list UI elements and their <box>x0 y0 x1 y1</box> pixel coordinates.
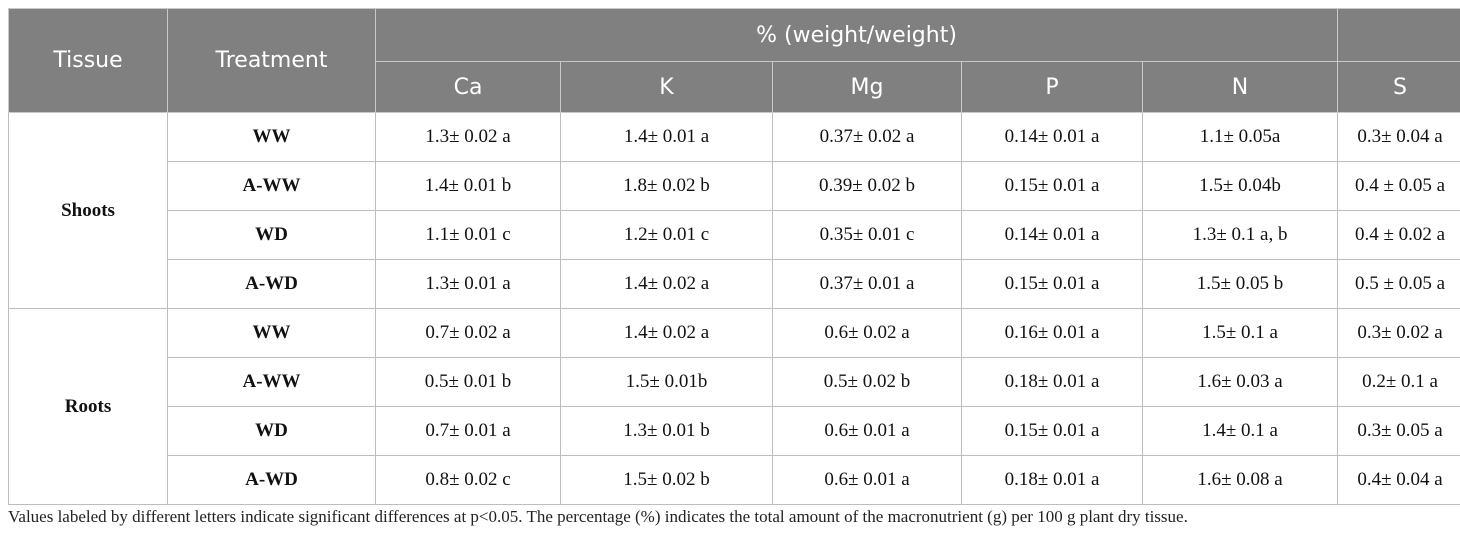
value-cell: 1.3± 0.01 a <box>375 259 561 309</box>
nutrient-header-n: N <box>1141 61 1339 113</box>
table-row: WD 0.7± 0.01 a 1.3± 0.01 b 0.6± 0.01 a 0… <box>9 406 1460 456</box>
value-cell: 1.2± 0.01 c <box>560 210 773 260</box>
treatment-cell: WW <box>167 308 376 358</box>
value-cell: 1.3± 0.1 a, b <box>1141 210 1339 260</box>
value-cell: 1.4± 0.1 a <box>1141 406 1339 456</box>
nutrient-header-mg: Mg <box>772 61 962 113</box>
tissue-cell-roots: Roots <box>8 308 168 505</box>
value-cell: 1.5± 0.05 b <box>1141 259 1339 309</box>
table-footnote: Values labeled by different letters indi… <box>8 507 1188 526</box>
value-cell: 1.4± 0.02 a <box>560 308 773 358</box>
value-cell: 1.1± 0.01 c <box>375 210 561 260</box>
value-cell: 1.4± 0.01 b <box>375 161 561 211</box>
value-cell: 0.18± 0.01 a <box>961 357 1143 407</box>
treatment-cell: WD <box>167 406 376 456</box>
value-cell: 0.6± 0.01 a <box>772 406 962 456</box>
value-cell: 1.5± 0.01b <box>560 357 773 407</box>
tissue-header: Tissue <box>8 8 168 113</box>
table-row: A-WD 0.8± 0.02 c 1.5± 0.02 b 0.6± 0.01 a… <box>9 455 1460 505</box>
value-cell: 0.4± 0.04 a <box>1337 455 1460 505</box>
value-cell: 1.4± 0.01 a <box>560 112 773 162</box>
treatment-cell: A-WD <box>167 455 376 505</box>
value-cell: 0.35± 0.01 c <box>772 210 962 260</box>
value-cell: 0.2± 0.1 a <box>1337 357 1460 407</box>
header-row-1: Tissue Treatment % (weight/weight) <box>8 8 1460 113</box>
empty-header-cell <box>1337 8 1460 62</box>
header-row-2: Ca K Mg P N S <box>9 61 1460 113</box>
table-row: Shoots WW 1.3± 0.02 a 1.4± 0.01 a 0.37± … <box>8 112 1460 309</box>
value-cell: 0.37± 0.02 a <box>772 112 962 162</box>
nutrient-header-s: S <box>1337 61 1460 113</box>
value-cell: 0.3± 0.02 a <box>1337 308 1460 358</box>
value-cell: 0.3± 0.05 a <box>1337 406 1460 456</box>
table-row: A-WW 1.4± 0.01 b 1.8± 0.02 b 0.39± 0.02 … <box>9 161 1460 211</box>
value-cell: 0.8± 0.02 c <box>375 455 561 505</box>
value-cell: 0.7± 0.01 a <box>375 406 561 456</box>
tissue-cell-shoots: Shoots <box>8 112 168 309</box>
value-cell: 0.4 ± 0.02 a <box>1337 210 1460 260</box>
value-cell: 0.16± 0.01 a <box>961 308 1143 358</box>
value-cell: 0.4 ± 0.05 a <box>1337 161 1460 211</box>
value-cell: 0.3± 0.04 a <box>1337 112 1460 162</box>
nutrient-header-p: P <box>961 61 1143 113</box>
nutrient-header-k: K <box>560 61 773 113</box>
value-cell: 0.15± 0.01 a <box>961 161 1143 211</box>
value-cell: 1.5± 0.04b <box>1141 161 1339 211</box>
table-row: A-WW 0.5± 0.01 b 1.5± 0.01b 0.5± 0.02 b … <box>9 357 1460 407</box>
table-header: Tissue Treatment % (weight/weight) Ca K … <box>8 8 1460 113</box>
treatment-cell: WD <box>167 210 376 260</box>
table-body: Shoots WW 1.3± 0.02 a 1.4± 0.01 a 0.37± … <box>8 112 1460 505</box>
value-cell: 0.6± 0.02 a <box>772 308 962 358</box>
value-cell: 1.6± 0.08 a <box>1141 455 1339 505</box>
value-cell: 1.5± 0.02 b <box>560 455 773 505</box>
value-cell: 0.5± 0.02 b <box>772 357 962 407</box>
treatment-cell: A-WW <box>167 357 376 407</box>
value-cell: 1.3± 0.02 a <box>375 112 561 162</box>
treatment-cell: A-WW <box>167 161 376 211</box>
macronutrient-table: Tissue Treatment % (weight/weight) Ca K … <box>8 8 1460 505</box>
value-cell: 1.6± 0.03 a <box>1141 357 1339 407</box>
value-cell: 0.5± 0.01 b <box>375 357 561 407</box>
value-cell: 1.8± 0.02 b <box>560 161 773 211</box>
value-cell: 0.5 ± 0.05 a <box>1337 259 1460 309</box>
table-row: WD 1.1± 0.01 c 1.2± 0.01 c 0.35± 0.01 c … <box>9 210 1460 260</box>
treatment-cell: A-WD <box>167 259 376 309</box>
value-cell: 0.7± 0.02 a <box>375 308 561 358</box>
value-cell: 0.14± 0.01 a <box>961 210 1143 260</box>
value-cell: 1.4± 0.02 a <box>560 259 773 309</box>
treatment-header: Treatment <box>167 8 376 113</box>
value-cell: 0.18± 0.01 a <box>961 455 1143 505</box>
value-cell: 0.37± 0.01 a <box>772 259 962 309</box>
value-cell: 0.6± 0.01 a <box>772 455 962 505</box>
value-cell: 1.5± 0.1 a <box>1141 308 1339 358</box>
weight-group-header: % (weight/weight) <box>374 8 1339 62</box>
value-cell: 0.39± 0.02 b <box>772 161 962 211</box>
table-row: Roots WW 0.7± 0.02 a 1.4± 0.02 a 0.6± 0.… <box>8 308 1460 505</box>
value-cell: 0.14± 0.01 a <box>961 112 1143 162</box>
value-cell: 0.15± 0.01 a <box>961 259 1143 309</box>
value-cell: 1.1± 0.05a <box>1141 112 1339 162</box>
treatment-cell: WW <box>167 112 376 162</box>
nutrient-header-ca: Ca <box>375 61 561 113</box>
table-row: A-WD 1.3± 0.01 a 1.4± 0.02 a 0.37± 0.01 … <box>9 259 1460 309</box>
value-cell: 0.15± 0.01 a <box>961 406 1143 456</box>
value-cell: 1.3± 0.01 b <box>560 406 773 456</box>
